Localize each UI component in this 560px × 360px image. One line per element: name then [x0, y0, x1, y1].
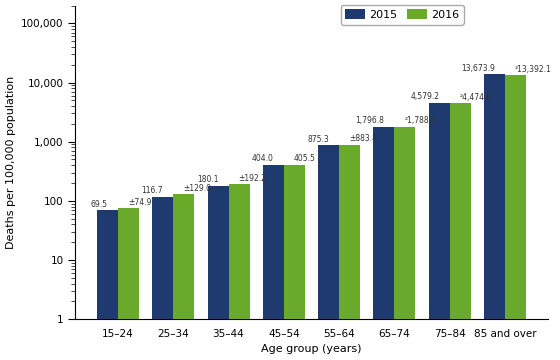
Bar [484, 75, 505, 360]
Text: 405.5: 405.5 [294, 154, 316, 163]
Bar [152, 197, 173, 360]
Text: ±883.8: ±883.8 [349, 134, 377, 143]
Bar [173, 194, 194, 360]
Text: ±129.0: ±129.0 [183, 184, 211, 193]
Text: 116.7: 116.7 [142, 186, 164, 195]
Text: 404.0: 404.0 [252, 154, 274, 163]
Bar [450, 103, 471, 360]
Text: ±192.2: ±192.2 [239, 174, 267, 183]
Y-axis label: Deaths per 100,000 population: Deaths per 100,000 population [6, 76, 16, 249]
Bar [339, 145, 360, 360]
Text: 1,796.8: 1,796.8 [356, 116, 385, 125]
Bar [318, 145, 339, 360]
Bar [263, 165, 284, 360]
Legend: 2015, 2016: 2015, 2016 [340, 5, 464, 24]
Bar [97, 210, 118, 360]
Text: 69.5: 69.5 [91, 200, 108, 209]
Bar [208, 186, 228, 360]
Bar [394, 127, 416, 360]
Text: ²13,392.1: ²13,392.1 [515, 64, 552, 73]
Text: ²1,788.6: ²1,788.6 [404, 116, 436, 125]
Bar [429, 103, 450, 360]
Text: ²4,474.8: ²4,474.8 [460, 93, 492, 102]
Text: 13,673.9: 13,673.9 [461, 64, 495, 73]
Bar [228, 184, 250, 360]
Text: 4,579.2: 4,579.2 [411, 92, 440, 101]
Text: 875.3: 875.3 [307, 135, 329, 144]
Text: ±74.9: ±74.9 [128, 198, 151, 207]
Bar [505, 75, 526, 360]
X-axis label: Age group (years): Age group (years) [262, 345, 362, 355]
Bar [374, 127, 394, 360]
Text: 180.1: 180.1 [197, 175, 218, 184]
Bar [118, 208, 139, 360]
Bar [284, 165, 305, 360]
